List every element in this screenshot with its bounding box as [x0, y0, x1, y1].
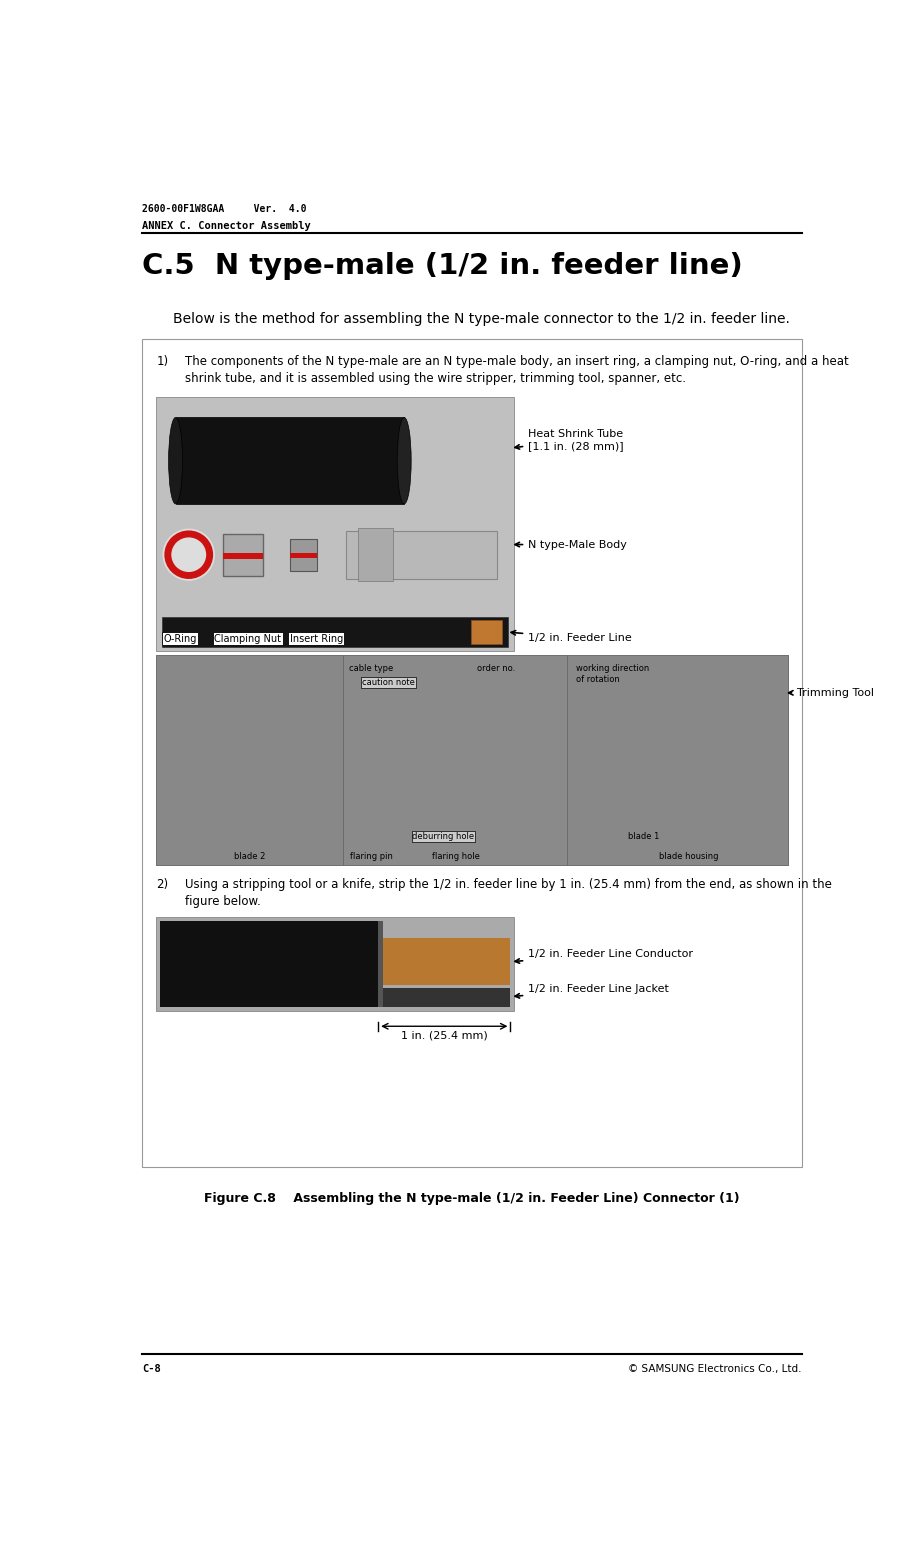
Text: figure below.: figure below.: [185, 896, 261, 908]
Text: Using a stripping tool or a knife, strip the 1/2 in. feeder line by 1 in. (25.4 : Using a stripping tool or a knife, strip…: [185, 879, 832, 891]
Bar: [383, 938, 510, 986]
Text: 2600-00F1W8GAA     Ver.  4.0: 2600-00F1W8GAA Ver. 4.0: [142, 204, 307, 213]
Text: cable type: cable type: [349, 664, 393, 673]
Text: 1): 1): [157, 355, 169, 368]
Bar: [379, 921, 383, 1006]
Bar: [157, 654, 343, 865]
Bar: [142, 340, 802, 1167]
Bar: [176, 418, 404, 503]
Text: Trimming Tool: Trimming Tool: [788, 687, 874, 698]
Text: Heat Shrink Tube
[1.1 in. (28 mm)]: Heat Shrink Tube [1.1 in. (28 mm)]: [515, 430, 624, 452]
Bar: [162, 617, 508, 647]
Text: Figure C.8    Assembling the N type-male (1/2 in. Feeder Line) Connector (1): Figure C.8 Assembling the N type-male (1…: [204, 1192, 740, 1204]
Text: 2): 2): [157, 879, 169, 891]
Text: C.5  N type-male (1/2 in. feeder line): C.5 N type-male (1/2 in. feeder line): [142, 252, 743, 280]
Text: blade housing: blade housing: [659, 852, 718, 862]
Bar: [357, 528, 392, 581]
Bar: [346, 531, 497, 578]
Text: Insert Ring: Insert Ring: [289, 634, 343, 643]
Text: caution note: caution note: [362, 678, 414, 687]
Bar: [383, 988, 510, 1006]
Text: O-Ring: O-Ring: [163, 634, 196, 643]
Text: 1 in. (25.4 mm): 1 in. (25.4 mm): [401, 1031, 487, 1041]
Bar: [566, 654, 787, 865]
Text: 1/2 in. Feeder Line Jacket: 1/2 in. Feeder Line Jacket: [515, 985, 669, 999]
Ellipse shape: [169, 418, 182, 503]
Text: C-8: C-8: [142, 1363, 161, 1374]
Text: blade 1: blade 1: [628, 832, 659, 841]
Text: The components of the N type-male are an N type-male body, an insert ring, a cla: The components of the N type-male are an…: [185, 355, 848, 368]
Text: Below is the method for assembling the N type-male connector to the 1/2 in. feed: Below is the method for assembling the N…: [173, 312, 790, 326]
Bar: [343, 654, 566, 865]
Bar: [471, 620, 502, 643]
Text: blade 2: blade 2: [234, 852, 265, 862]
Text: flaring hole: flaring hole: [432, 852, 480, 862]
Text: 1/2 in. Feeder Line: 1/2 in. Feeder Line: [511, 631, 632, 643]
Bar: [160, 921, 379, 1006]
Bar: [157, 397, 514, 651]
Circle shape: [163, 530, 215, 580]
Bar: [223, 553, 263, 559]
Text: order no.: order no.: [477, 664, 516, 673]
Text: © SAMSUNG Electronics Co., Ltd.: © SAMSUNG Electronics Co., Ltd.: [628, 1363, 802, 1374]
Bar: [289, 539, 318, 570]
Bar: [157, 918, 514, 1011]
Text: 1/2 in. Feeder Line Conductor: 1/2 in. Feeder Line Conductor: [515, 949, 694, 963]
Bar: [223, 533, 263, 576]
Ellipse shape: [397, 418, 411, 503]
Text: flaring pin: flaring pin: [350, 852, 393, 862]
Text: deburring hole: deburring hole: [413, 832, 474, 841]
Text: N type-Male Body: N type-Male Body: [515, 539, 627, 550]
Text: ANNEX C. Connector Assembly: ANNEX C. Connector Assembly: [142, 221, 311, 231]
Text: Clamping Nut: Clamping Nut: [215, 634, 281, 643]
Bar: [289, 553, 318, 558]
Text: shrink tube, and it is assembled using the wire stripper, trimming tool, spanner: shrink tube, and it is assembled using t…: [185, 372, 686, 385]
Text: working direction
of rotation: working direction of rotation: [576, 664, 649, 684]
Bar: [157, 654, 787, 865]
